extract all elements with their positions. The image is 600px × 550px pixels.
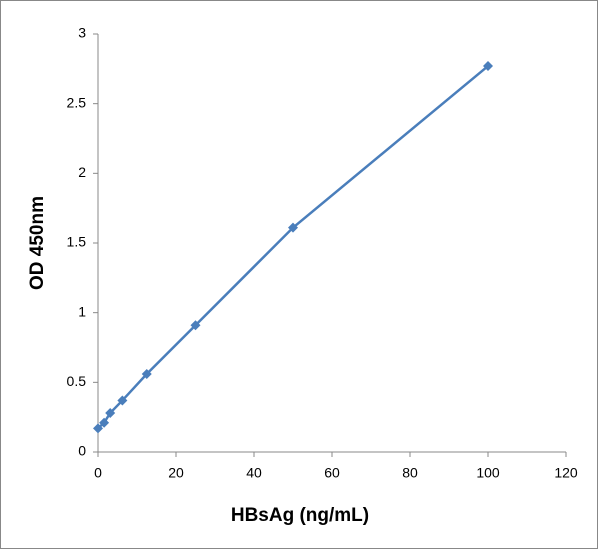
y-tick-label: 1.5 — [67, 234, 87, 250]
x-axis-title: HBsAg (ng/mL) — [231, 505, 369, 526]
data-point — [288, 222, 298, 233]
data-point — [483, 61, 493, 72]
data-point — [117, 395, 128, 406]
x-tick-label: 120 — [554, 465, 578, 481]
y-axis-title: OD 450nm — [27, 196, 48, 290]
x-tick-label: 20 — [168, 465, 184, 481]
data-point — [190, 320, 201, 331]
y-tick-label: 2 — [78, 164, 86, 180]
y-tick-label: 2.5 — [67, 94, 87, 110]
y-tick-label: 3 — [78, 25, 86, 41]
x-tick-label: 40 — [246, 465, 262, 481]
x-tick-label: 80 — [402, 465, 418, 481]
y-tick-label: 0 — [78, 443, 86, 459]
y-tick-label: 0.5 — [67, 373, 87, 389]
data-point — [105, 407, 116, 418]
x-tick-label: 60 — [324, 465, 340, 481]
data-point — [99, 417, 110, 428]
y-tick-label: 1 — [78, 303, 86, 319]
data-point — [141, 368, 152, 379]
x-tick-label: 100 — [476, 465, 500, 481]
x-tick-label: 0 — [94, 465, 102, 481]
data-point — [93, 423, 103, 434]
